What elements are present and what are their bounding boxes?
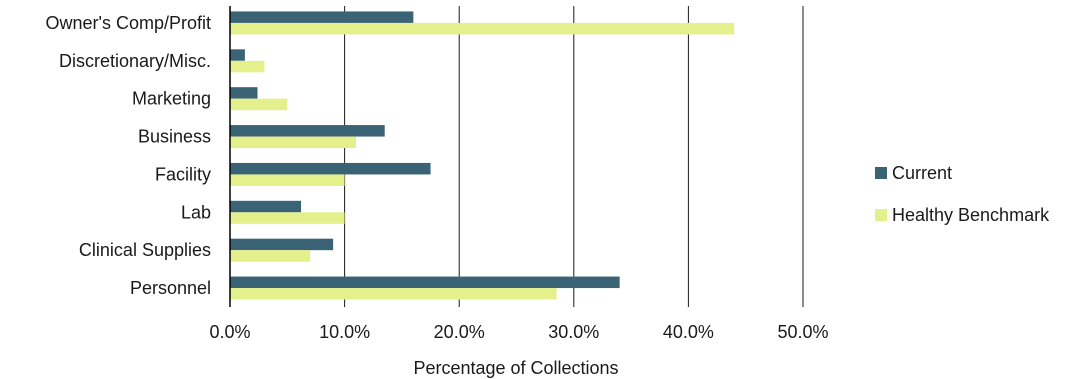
x-tick-label: 30.0% xyxy=(548,322,599,342)
bar-current xyxy=(230,11,414,23)
legend-swatch xyxy=(875,209,887,221)
bar-benchmark xyxy=(230,250,311,262)
x-tick-label: 10.0% xyxy=(319,322,370,342)
bar-benchmark xyxy=(230,212,345,224)
bar-benchmark xyxy=(230,22,735,35)
x-tick-labels: 0.0% 10.0% 20.0% 30.0% 40.0% 50.0% xyxy=(209,322,828,342)
bar-current xyxy=(230,125,385,137)
legend-swatch xyxy=(875,167,887,179)
category-label: Personnel xyxy=(130,278,211,298)
bar-current xyxy=(230,87,258,99)
bar-current xyxy=(230,238,334,251)
category-label: Lab xyxy=(181,202,211,222)
category-labels: Owner's Comp/Profit Discretionary/Misc. Ma… xyxy=(46,13,211,298)
x-tick-label: 50.0% xyxy=(777,322,828,342)
category-label: Owner's Comp/Profit xyxy=(46,13,211,33)
bar-benchmark xyxy=(230,60,265,73)
bar-current xyxy=(230,200,302,213)
category-label: Facility xyxy=(155,164,211,184)
x-tick-label: 40.0% xyxy=(663,322,714,342)
gridlines xyxy=(344,6,804,307)
category-label: Discretionary/Misc. xyxy=(59,51,211,71)
bar-benchmark xyxy=(230,288,557,300)
x-tick-label: 0.0% xyxy=(209,322,250,342)
bar-current xyxy=(230,162,431,175)
legend-label: Current xyxy=(892,163,952,183)
category-label: Marketing xyxy=(132,89,211,109)
bars xyxy=(230,11,735,300)
legend-label: Healthy Benchmark xyxy=(892,205,1050,225)
bar-current xyxy=(230,49,245,61)
bar-benchmark xyxy=(230,136,357,149)
category-label: Business xyxy=(138,127,211,147)
bar-benchmark xyxy=(230,174,345,186)
category-label: Clinical Supplies xyxy=(79,240,211,260)
x-axis-label: Percentage of Collections xyxy=(413,358,618,378)
x-tick-label: 20.0% xyxy=(434,322,485,342)
bar-benchmark xyxy=(230,98,288,111)
legend: Current Healthy Benchmark xyxy=(875,163,1050,225)
bar-current xyxy=(230,276,620,289)
